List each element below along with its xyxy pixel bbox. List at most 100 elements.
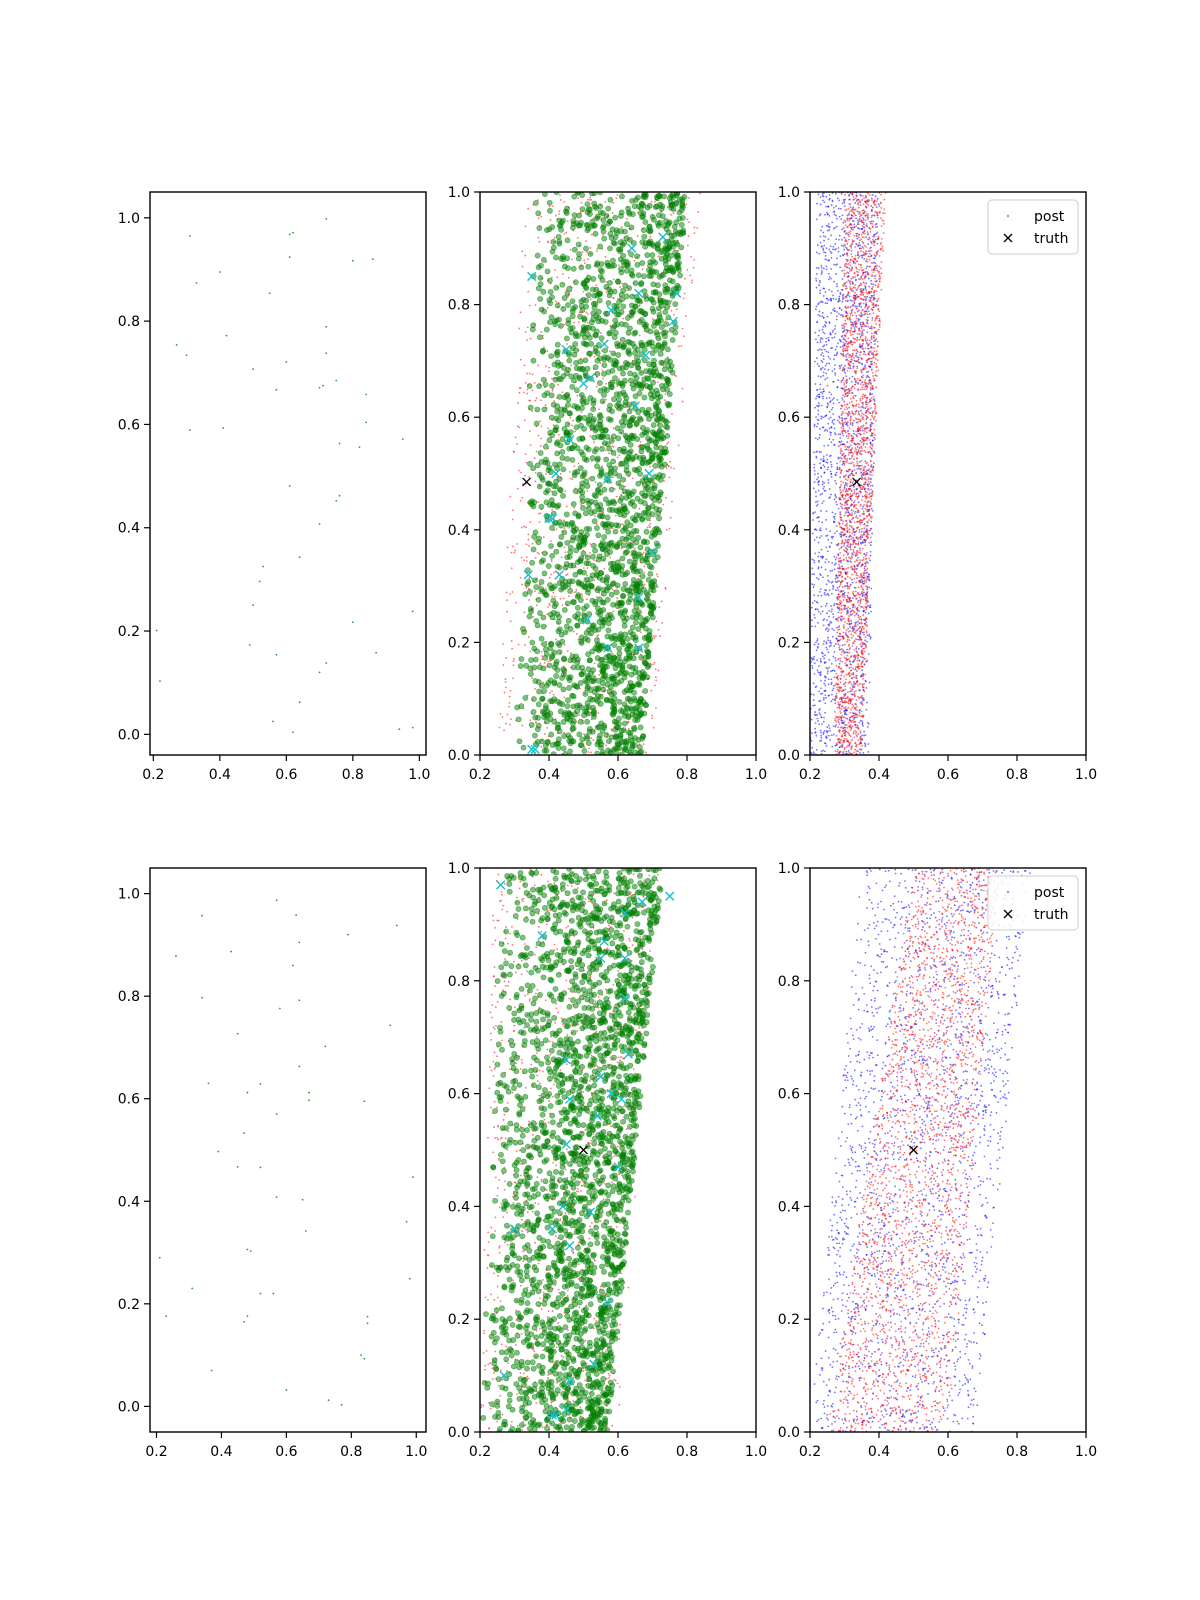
data-point (606, 292, 613, 299)
data-point (594, 213, 601, 220)
data-point (638, 600, 645, 607)
data-point (563, 527, 566, 529)
data-point (825, 337, 828, 340)
data-point (185, 354, 188, 357)
data-point (842, 352, 845, 355)
data-point (614, 740, 621, 747)
data-point (587, 350, 593, 357)
data-point (839, 207, 842, 210)
data-point (822, 325, 825, 328)
data-point (833, 604, 835, 607)
data-point (667, 441, 670, 444)
data-point (819, 657, 822, 660)
data-point (686, 218, 689, 221)
data-point (541, 747, 548, 754)
data-point (819, 729, 822, 732)
data-point (831, 698, 834, 701)
data-point (527, 605, 534, 612)
data-point (585, 589, 591, 596)
data-point (549, 742, 556, 748)
data-point (865, 282, 868, 285)
data-point (248, 644, 251, 646)
data-point (869, 637, 872, 640)
data-point (536, 483, 543, 490)
data-point (656, 515, 662, 522)
data-point (875, 206, 878, 208)
data-point (851, 552, 853, 555)
data-point (570, 725, 577, 732)
data-point (861, 256, 864, 259)
data-point (833, 210, 836, 213)
data-point (563, 335, 570, 342)
data-point (602, 496, 609, 503)
data-point (822, 457, 825, 460)
data-point (610, 655, 617, 662)
data-point (605, 500, 612, 507)
data-point (853, 485, 855, 488)
data-point (598, 335, 605, 342)
data-point (674, 260, 681, 267)
data-point (594, 260, 601, 267)
data-point (840, 722, 843, 724)
data-point (570, 501, 577, 507)
data-point (559, 675, 565, 681)
data-point (816, 320, 819, 323)
data-point (591, 518, 598, 525)
data-point (830, 610, 833, 613)
data-point (820, 548, 823, 551)
data-point (602, 347, 609, 354)
data-point (835, 503, 838, 506)
data-point (540, 331, 543, 333)
data-point (578, 714, 581, 717)
data-point (606, 330, 613, 337)
data-point (859, 731, 862, 734)
data-point (618, 228, 625, 235)
data-point (688, 221, 691, 224)
data-point (842, 221, 845, 224)
data-point (693, 232, 696, 235)
data-point (516, 425, 519, 428)
data-point (871, 295, 874, 297)
data-point (864, 312, 867, 315)
data-point (590, 667, 597, 674)
data-point (858, 318, 861, 321)
data-point (844, 342, 846, 345)
data-point (605, 620, 612, 627)
data-point (814, 625, 817, 628)
data-point (555, 618, 562, 625)
data-point (844, 364, 846, 367)
data-point (655, 707, 657, 709)
data-point (827, 422, 830, 425)
data-point (541, 714, 547, 720)
data-point (613, 544, 620, 551)
data-point (655, 305, 662, 312)
data-point (835, 354, 838, 356)
data-point (616, 539, 623, 546)
data-point (589, 678, 596, 685)
data-point (535, 721, 537, 724)
data-point (821, 392, 824, 395)
data-point (574, 622, 581, 629)
data-point (824, 213, 826, 216)
data-point (873, 343, 876, 346)
data-point (859, 204, 862, 207)
data-point (843, 275, 846, 277)
data-point (586, 574, 588, 577)
data-point (632, 637, 639, 644)
data-point (513, 451, 515, 453)
data-point (621, 738, 628, 745)
data-point (834, 578, 837, 580)
data-point (640, 443, 646, 450)
data-point (823, 344, 826, 347)
data-point (839, 292, 842, 294)
data-point (836, 257, 838, 260)
data-point (600, 217, 607, 223)
data-point (817, 481, 819, 484)
data-point (830, 678, 833, 681)
data-point (508, 701, 511, 704)
data-point (504, 681, 507, 683)
data-point (834, 479, 837, 482)
data-point (645, 239, 652, 246)
data-point (830, 252, 833, 254)
data-point (836, 311, 839, 313)
